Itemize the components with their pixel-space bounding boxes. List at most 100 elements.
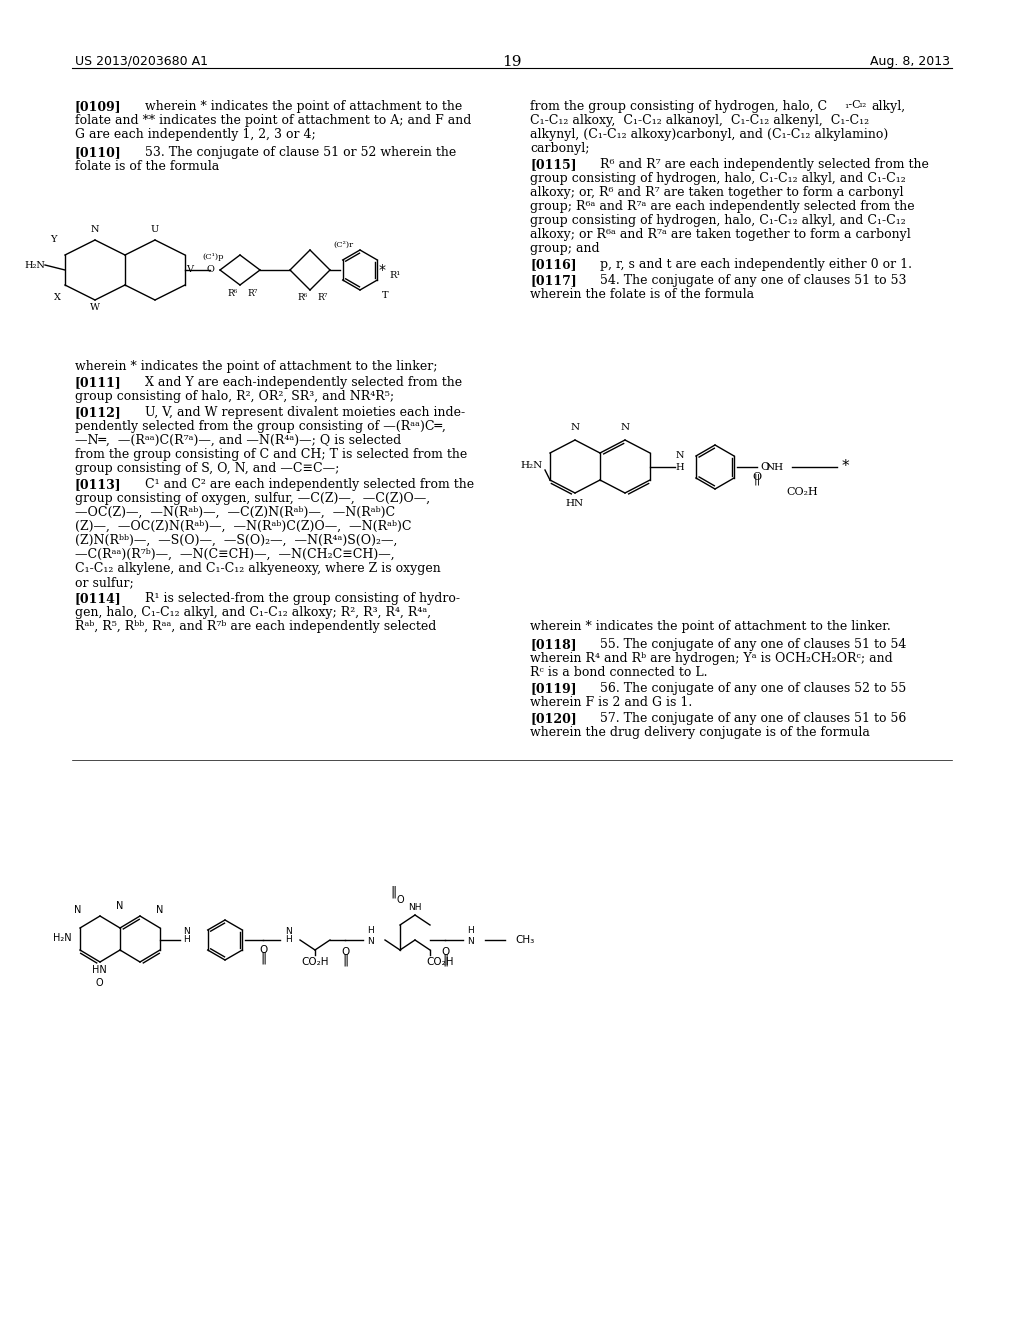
Text: alkyl,: alkyl, xyxy=(871,100,905,114)
Text: ₁₂: ₁₂ xyxy=(858,100,866,110)
Text: [0110]: [0110] xyxy=(75,147,122,158)
Text: 54. The conjugate of any one of clauses 51 to 53: 54. The conjugate of any one of clauses … xyxy=(600,275,906,286)
Text: from the group consisting of hydrogen, halo, C: from the group consisting of hydrogen, h… xyxy=(530,100,827,114)
Text: W: W xyxy=(90,302,100,312)
Text: O: O xyxy=(753,473,762,482)
Text: C₁-C₁₂ alkoxy,  C₁-C₁₂ alkanoyl,  C₁-C₁₂ alkenyl,  C₁-C₁₂: C₁-C₁₂ alkoxy, C₁-C₁₂ alkanoyl, C₁-C₁₂ a… xyxy=(530,114,869,127)
Text: wherein * indicates the point of attachment to the linker.: wherein * indicates the point of attachm… xyxy=(530,620,891,634)
Text: folate is of the formula: folate is of the formula xyxy=(75,160,219,173)
Text: ‖: ‖ xyxy=(442,953,449,966)
Text: (C¹)p: (C¹)p xyxy=(203,253,224,261)
Text: alkoxy; or R⁶ᵃ and R⁷ᵃ are taken together to form a carbonyl: alkoxy; or R⁶ᵃ and R⁷ᵃ are taken togethe… xyxy=(530,228,910,242)
Text: N: N xyxy=(676,451,684,461)
Text: NH: NH xyxy=(766,462,784,471)
Text: [0112]: [0112] xyxy=(75,407,122,418)
Text: group; R⁶ᵃ and R⁷ᵃ are each independently selected from the: group; R⁶ᵃ and R⁷ᵃ are each independentl… xyxy=(530,201,914,213)
Text: wherein R⁴ and Rᵇ are hydrogen; Yᵃ is OCH₂CH₂ORᶜ; and: wherein R⁴ and Rᵇ are hydrogen; Yᵃ is OC… xyxy=(530,652,893,665)
Text: wherein the drug delivery conjugate is of the formula: wherein the drug delivery conjugate is o… xyxy=(530,726,869,739)
Text: ₁-C: ₁-C xyxy=(844,100,860,110)
Text: —OC(Z)—,  —N(Rᵃᵇ)—,  —C(Z)N(Rᵃᵇ)—,  —N(Rᵃᵇ)C: —OC(Z)—, —N(Rᵃᵇ)—, —C(Z)N(Rᵃᵇ)—, —N(Rᵃᵇ)… xyxy=(75,506,395,519)
Text: N: N xyxy=(621,424,630,433)
Text: [0114]: [0114] xyxy=(75,591,122,605)
Text: 57. The conjugate of any one of clauses 51 to 56: 57. The conjugate of any one of clauses … xyxy=(600,711,906,725)
Text: N: N xyxy=(285,928,292,936)
Text: Y: Y xyxy=(50,235,56,244)
Text: HN: HN xyxy=(566,499,584,507)
Text: R⁶: R⁶ xyxy=(298,293,308,302)
Text: wherein * indicates the point of attachment to the linker;: wherein * indicates the point of attachm… xyxy=(75,360,437,374)
Text: [0109]: [0109] xyxy=(75,100,122,114)
Text: carbonyl;: carbonyl; xyxy=(530,143,590,154)
Text: [0116]: [0116] xyxy=(530,257,577,271)
Text: (Z)N(Rᵇᵇ)—,  —S(O)—,  —S(O)₂—,  —N(R⁴ᵃ)S(O)₂—,: (Z)N(Rᵇᵇ)—, —S(O)—, —S(O)₂—, —N(R⁴ᵃ)S(O)… xyxy=(75,535,397,546)
Text: *: * xyxy=(841,459,849,474)
Text: p, r, s and t are each independently either 0 or 1.: p, r, s and t are each independently eit… xyxy=(600,257,912,271)
Text: C₁-C₁₂ alkylene, and C₁-C₁₂ alkyeneoxy, where Z is oxygen: C₁-C₁₂ alkylene, and C₁-C₁₂ alkyeneoxy, … xyxy=(75,562,440,576)
Text: HN: HN xyxy=(91,965,106,975)
Text: G are each independently 1, 2, 3 or 4;: G are each independently 1, 2, 3 or 4; xyxy=(75,128,315,141)
Text: O: O xyxy=(259,945,267,954)
Text: group consisting of hydrogen, halo, C₁-C₁₂ alkyl, and C₁-C₁₂: group consisting of hydrogen, halo, C₁-C… xyxy=(530,172,906,185)
Text: R⁷: R⁷ xyxy=(317,293,328,302)
Text: O: O xyxy=(95,978,102,987)
Text: [0113]: [0113] xyxy=(75,478,122,491)
Text: group consisting of hydrogen, halo, C₁-C₁₂ alkyl, and C₁-C₁₂: group consisting of hydrogen, halo, C₁-C… xyxy=(530,214,906,227)
Text: O: O xyxy=(761,462,770,473)
Text: alkoxy; or, R⁶ and R⁷ are taken together to form a carbonyl: alkoxy; or, R⁶ and R⁷ are taken together… xyxy=(530,186,903,199)
Text: [0111]: [0111] xyxy=(75,376,122,389)
Text: N: N xyxy=(91,226,99,235)
Text: CH₃: CH₃ xyxy=(515,935,535,945)
Text: gen, halo, C₁-C₁₂ alkyl, and C₁-C₁₂ alkoxy; R², R³, R⁴, R⁴ᵃ,: gen, halo, C₁-C₁₂ alkyl, and C₁-C₁₂ alko… xyxy=(75,606,431,619)
Text: H₂N: H₂N xyxy=(52,933,72,942)
Text: N: N xyxy=(117,902,124,911)
Text: R¹ is selected-from the group consisting of hydro-: R¹ is selected-from the group consisting… xyxy=(145,591,460,605)
Text: ||: || xyxy=(754,474,761,484)
Text: 55. The conjugate of any one of clauses 51 to 54: 55. The conjugate of any one of clauses … xyxy=(600,638,906,651)
Text: O: O xyxy=(441,946,450,957)
Text: —N═,  —(Rᵃᵃ)C(R⁷ᵃ)—, and —N(R⁴ᵃ)—; Q is selected: —N═, —(Rᵃᵃ)C(R⁷ᵃ)—, and —N(R⁴ᵃ)—; Q is s… xyxy=(75,434,401,447)
Text: O: O xyxy=(396,895,403,906)
Text: wherein * indicates the point of attachment to the: wherein * indicates the point of attachm… xyxy=(145,100,462,114)
Text: NH: NH xyxy=(409,903,422,912)
Text: O: O xyxy=(206,265,214,275)
Text: 53. The conjugate of clause 51 or 52 wherein the: 53. The conjugate of clause 51 or 52 whe… xyxy=(145,147,457,158)
Text: alkynyl, (C₁-C₁₂ alkoxy)carbonyl, and (C₁-C₁₂ alkylamino): alkynyl, (C₁-C₁₂ alkoxy)carbonyl, and (C… xyxy=(530,128,888,141)
Text: N: N xyxy=(75,906,82,915)
Text: R⁶ and R⁷ are each independently selected from the: R⁶ and R⁷ are each independently selecte… xyxy=(600,158,929,172)
Text: N: N xyxy=(183,928,190,936)
Text: wherein F is 2 and G is 1.: wherein F is 2 and G is 1. xyxy=(530,696,692,709)
Text: X: X xyxy=(53,293,60,301)
Text: R⁶: R⁶ xyxy=(228,289,239,297)
Text: N: N xyxy=(157,906,164,915)
Text: CO₂H: CO₂H xyxy=(426,957,454,968)
Text: from the group consisting of C and CH; T is selected from the: from the group consisting of C and CH; T… xyxy=(75,447,467,461)
Text: Rᵃᵇ, R⁵, Rᵇᵇ, Rᵃᵃ, and R⁷ᵇ are each independently selected: Rᵃᵇ, R⁵, Rᵇᵇ, Rᵃᵃ, and R⁷ᵇ are each inde… xyxy=(75,620,436,634)
Text: [0117]: [0117] xyxy=(530,275,577,286)
Text: *: * xyxy=(379,263,385,277)
Text: Rᶜ is a bond connected to L.: Rᶜ is a bond connected to L. xyxy=(530,667,708,678)
Text: or sulfur;: or sulfur; xyxy=(75,576,134,589)
Text: ‖: ‖ xyxy=(260,952,266,965)
Text: O: O xyxy=(341,946,349,957)
Text: group; and: group; and xyxy=(530,242,600,255)
Text: (Z)—,  —OC(Z)N(Rᵃᵇ)—,  —N(Rᵃᵇ)C(Z)O—,  —N(Rᵃᵇ)C: (Z)—, —OC(Z)N(Rᵃᵇ)—, —N(Rᵃᵇ)C(Z)O—, —N(R… xyxy=(75,520,412,533)
Text: folate and ** indicates the point of attachment to A; and F and: folate and ** indicates the point of att… xyxy=(75,114,471,127)
Text: H
N: H N xyxy=(468,927,474,945)
Text: H₂N: H₂N xyxy=(521,461,543,470)
Text: CO₂H: CO₂H xyxy=(301,957,329,968)
Text: H: H xyxy=(676,462,684,471)
Text: H: H xyxy=(285,936,292,945)
Text: X and Y are each-independently selected from the: X and Y are each-independently selected … xyxy=(145,376,462,389)
Text: N: N xyxy=(570,424,580,433)
Text: 19: 19 xyxy=(502,55,522,69)
Text: T: T xyxy=(382,290,388,300)
Text: 56. The conjugate of any one of clauses 52 to 55: 56. The conjugate of any one of clauses … xyxy=(600,682,906,696)
Text: (C²)r: (C²)r xyxy=(333,242,353,249)
Text: group consisting of oxygen, sulfur, —C(Z)—,  —C(Z)O—,: group consisting of oxygen, sulfur, —C(Z… xyxy=(75,492,430,506)
Text: [0120]: [0120] xyxy=(530,711,577,725)
Text: pendently selected from the group consisting of —(Rᵃᵃ)C═,: pendently selected from the group consis… xyxy=(75,420,445,433)
Text: ‖: ‖ xyxy=(390,886,396,899)
Text: C¹ and C² are each independently selected from the: C¹ and C² are each independently selecte… xyxy=(145,478,474,491)
Text: US 2013/0203680 A1: US 2013/0203680 A1 xyxy=(75,55,208,69)
Text: wherein the folate is of the formula: wherein the folate is of the formula xyxy=(530,288,754,301)
